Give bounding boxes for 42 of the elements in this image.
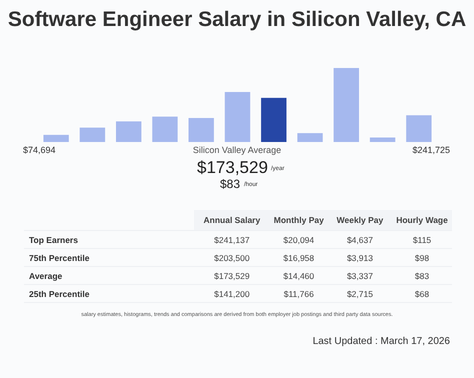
text: $115	[412, 234, 432, 244]
category-label: Hourly Wage	[387, 210, 452, 230]
text: $3,913	[346, 252, 373, 262]
text: $203,500	[214, 252, 250, 262]
bar	[188, 118, 214, 142]
category-label: Monthly Pay	[264, 210, 328, 230]
bar	[370, 138, 396, 142]
text: $83	[414, 270, 430, 280]
category-label: Top Earners	[29, 234, 78, 244]
category-label: Weekly Pay	[328, 210, 388, 230]
bar	[406, 115, 432, 142]
category-label: Average	[29, 270, 62, 280]
bar	[224, 92, 250, 142]
text: $141,200	[214, 288, 250, 298]
text: $83	[220, 177, 240, 191]
text: $11,766	[284, 288, 314, 298]
category-label: Annual Salary	[194, 210, 265, 230]
bar	[80, 128, 106, 142]
text: $14,460	[283, 270, 314, 280]
text: $241,137	[214, 234, 250, 244]
bar	[152, 116, 178, 142]
category-label: 75th Percentile	[29, 252, 90, 262]
text: $68	[414, 288, 430, 298]
chart-title: Software Engineer Salary in Silicon Valley, CA	[6, 8, 468, 32]
text: Silicon Valley Average	[192, 145, 282, 155]
text: $173,529	[197, 158, 268, 178]
bar	[297, 133, 323, 142]
text: $74,694	[23, 145, 56, 155]
text: Last Updated : March 17, 2026	[312, 336, 450, 347]
text: $173,529	[214, 270, 250, 280]
bar	[43, 134, 69, 142]
bar	[261, 98, 286, 142]
text: $3,337	[346, 270, 373, 280]
bar	[334, 68, 360, 142]
text: $16,958	[283, 252, 314, 262]
text: $20,094	[283, 234, 314, 244]
text: $2,715	[346, 288, 373, 298]
text: $241,725	[412, 145, 450, 155]
category-label: 25th Percentile	[29, 288, 90, 298]
text: $4,637	[346, 234, 373, 244]
bar	[116, 121, 142, 142]
text: $98	[414, 252, 430, 262]
